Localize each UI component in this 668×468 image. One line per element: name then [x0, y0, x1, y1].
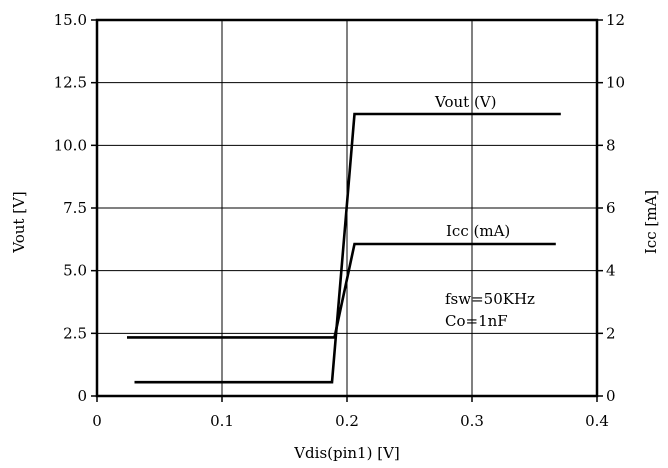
tick-marks	[91, 19, 603, 402]
x-tick-label: 0.2	[335, 412, 359, 430]
y-left-tick-labels: 0 2.5 5.0 7.5 10.0 12.5 15.0	[54, 11, 87, 405]
series-line-vout	[134, 112, 561, 384]
y-right-tick-label: 4	[606, 262, 616, 280]
y-left-tick-label: 15.0	[54, 11, 87, 29]
y-left-tick-label: 0	[77, 387, 87, 405]
y-right-tick-label: 10	[606, 74, 625, 92]
annotation-co: Co=1nF	[445, 312, 508, 330]
y-left-tick-label: 12.5	[54, 74, 87, 92]
x-tick-label: 0.1	[210, 412, 234, 430]
series-label-icc: Icc (mA)	[446, 222, 510, 240]
annotation-fsw: fsw=50KHz	[445, 290, 535, 308]
series-lines	[127, 112, 561, 384]
x-axis-title: Vdis(pin1) [V]	[293, 444, 400, 462]
y-left-tick-label: 10.0	[54, 136, 87, 154]
series-line-icc	[127, 242, 556, 339]
y-right-tick-label: 8	[606, 136, 616, 154]
y-right-tick-label: 0	[606, 387, 616, 405]
series-label-vout: Vout (V)	[434, 93, 496, 111]
x-tick-label: 0.4	[585, 412, 609, 430]
x-tick-labels: 0 0.1 0.2 0.3 0.4	[92, 412, 609, 430]
x-tick-label: 0	[92, 412, 102, 430]
x-tick-label: 0.3	[460, 412, 484, 430]
y-right-tick-labels: 0 2 4 6 8 10 12	[606, 11, 625, 405]
y-left-tick-label: 5.0	[63, 262, 87, 280]
y-left-tick-label: 7.5	[63, 199, 87, 217]
y-left-axis-title: Vout [V]	[10, 191, 28, 253]
y-right-tick-label: 12	[606, 11, 625, 29]
y-left-tick-label: 2.5	[63, 324, 87, 342]
y-right-tick-label: 2	[606, 324, 616, 342]
y-right-axis-title: Icc [mA]	[642, 190, 660, 254]
y-right-tick-label: 6	[606, 199, 616, 217]
